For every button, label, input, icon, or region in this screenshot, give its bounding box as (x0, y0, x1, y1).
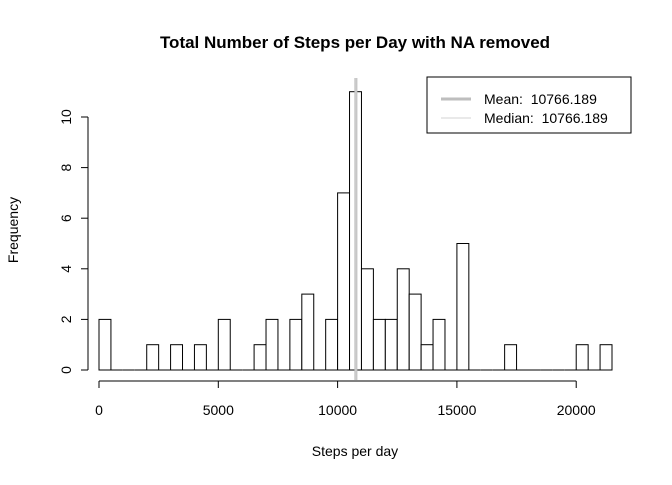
histogram-bar (456, 243, 470, 371)
y-tick-label: 2 (58, 315, 74, 323)
histogram-bar (325, 318, 339, 371)
histogram-bar (599, 344, 613, 371)
histogram-bar (420, 344, 434, 371)
histogram-bar (408, 293, 422, 371)
histogram-bar (432, 318, 446, 371)
x-tick-label: 0 (95, 402, 103, 418)
histogram-bar (337, 192, 351, 371)
y-tick-label: 0 (58, 366, 74, 374)
x-tick-label: 5000 (203, 402, 234, 418)
x-axis-label: Steps per day (312, 443, 398, 459)
x-tick-label: 20000 (557, 402, 596, 418)
legend: Mean: 10766.189 Median: 10766.189 (426, 76, 632, 134)
histogram-bar (372, 318, 386, 371)
histogram-bar (301, 293, 315, 371)
histogram-bar (360, 268, 374, 371)
histogram-bar (253, 344, 267, 371)
y-axis: 0 2 4 6 8 10 (58, 109, 89, 374)
histogram-bar (170, 344, 184, 371)
histogram-bar (146, 344, 160, 371)
y-tick-label: 10 (58, 109, 74, 125)
legend-label: Median: 10766.189 (484, 110, 608, 126)
chart-title: Total Number of Steps per Day with NA re… (160, 33, 550, 52)
histogram-bar (396, 268, 410, 371)
histogram-bar (217, 318, 231, 371)
legend-label: Mean: 10766.189 (484, 91, 597, 107)
histogram-bar (504, 344, 518, 371)
x-tick-label: 15000 (437, 402, 476, 418)
x-tick-label: 10000 (318, 402, 357, 418)
histogram-bar (98, 318, 112, 371)
histogram-bar (265, 318, 279, 371)
histogram-bar (384, 318, 398, 371)
y-tick-label: 4 (58, 265, 74, 273)
histogram-bar (575, 344, 589, 371)
y-tick-label: 6 (58, 214, 74, 222)
y-tick-label: 8 (58, 163, 74, 171)
histogram-bar (193, 344, 207, 371)
histogram-bar (289, 318, 303, 371)
x-axis: 0 5000 10000 15000 20000 (95, 380, 596, 418)
y-axis-label: Frequency (5, 197, 21, 263)
legend-box (426, 76, 632, 134)
